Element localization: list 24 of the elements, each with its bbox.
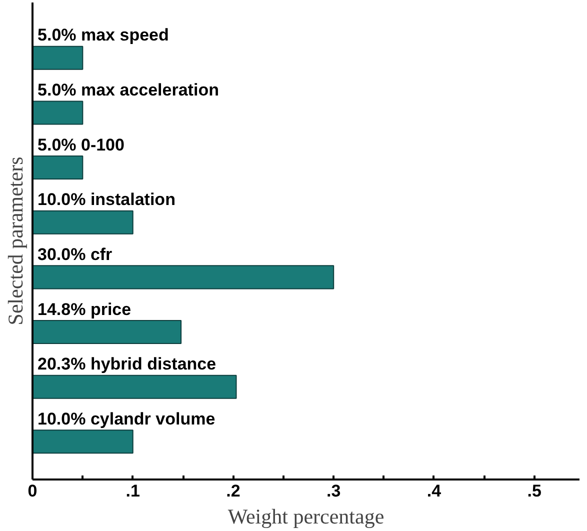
y-axis-title: Selected parameters — [4, 156, 28, 326]
bar — [32, 374, 237, 399]
x-axis-title: Weight percentage — [228, 504, 384, 528]
bar — [32, 430, 134, 454]
x-tick-label: .1 — [126, 482, 140, 500]
text: 10.0% instalation — [38, 190, 176, 210]
bar — [32, 46, 84, 70]
x-tick-label: .4 — [426, 482, 442, 500]
x-tick-label: .3 — [326, 482, 341, 500]
text: 5.0% max speed — [38, 26, 169, 45]
x-tick-label: .5 — [527, 482, 542, 500]
text: 30.0% cfr — [38, 245, 112, 264]
text: 5.0% max acceleration — [38, 80, 219, 100]
text: 20.3% hybrid distance — [38, 354, 216, 374]
bar — [32, 320, 182, 344]
text: 5.0% 0-100 — [38, 135, 124, 154]
bar — [32, 265, 334, 290]
x-tick-label: 0 — [28, 482, 38, 500]
bar — [32, 210, 134, 234]
text: 10.0% cylandr volume — [38, 410, 216, 429]
bar — [32, 100, 84, 125]
text: 14.8% price — [38, 300, 132, 319]
x-tick-label: .2 — [226, 482, 240, 500]
bar — [32, 156, 84, 180]
